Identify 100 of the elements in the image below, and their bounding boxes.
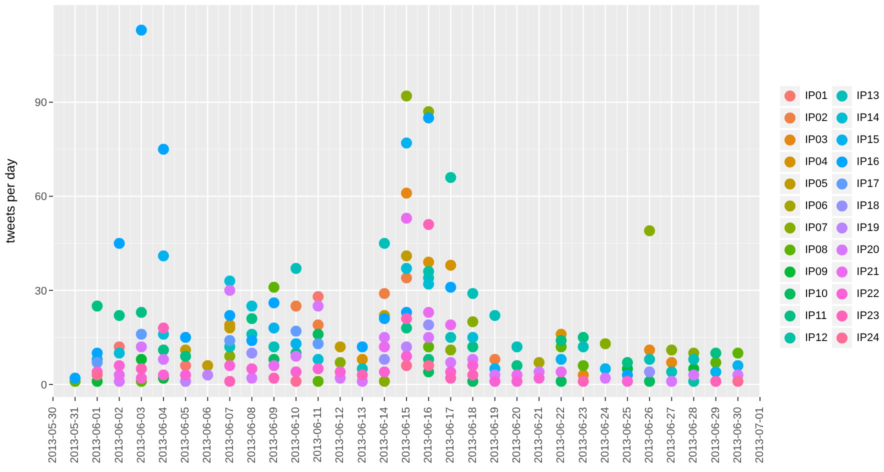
y-tick-label: 0 — [40, 379, 47, 392]
point — [136, 372, 147, 384]
legend-label: IP07 — [805, 222, 828, 234]
point — [290, 350, 302, 362]
point — [290, 326, 302, 337]
point — [378, 332, 390, 343]
point — [732, 376, 744, 387]
x-tick-label: 2013-06-29 — [710, 407, 722, 464]
point — [666, 376, 678, 387]
point — [423, 256, 434, 268]
point — [445, 332, 456, 343]
point — [114, 238, 125, 249]
x-tick-label: 2013-06-20 — [510, 407, 523, 464]
point — [158, 144, 169, 155]
point — [378, 313, 390, 324]
x-tick-label: 2013-06-08 — [246, 407, 258, 464]
x-tick-label: 2013-06-02 — [113, 407, 126, 464]
x-tick-label: 2013-06-17 — [444, 407, 457, 464]
point — [224, 275, 236, 286]
x-tick-label: 2013-06-23 — [577, 407, 590, 464]
point — [511, 341, 522, 352]
point — [92, 348, 103, 359]
point — [224, 322, 236, 334]
point — [445, 319, 456, 330]
point — [268, 341, 280, 352]
point — [445, 282, 456, 293]
point — [401, 313, 412, 324]
point — [467, 288, 478, 300]
point — [401, 212, 412, 224]
point — [666, 357, 678, 368]
point — [401, 262, 412, 274]
point — [511, 360, 522, 372]
x-tick-label: 2013-06-10 — [290, 407, 302, 464]
legend-label: IP02 — [805, 112, 828, 124]
point — [445, 260, 456, 271]
point — [710, 366, 722, 378]
y-tick-label: 90 — [34, 97, 47, 110]
point — [423, 306, 434, 318]
x-tick-label: 2013-07-01 — [754, 407, 766, 464]
legend-label: IP21 — [856, 266, 880, 278]
point — [644, 366, 656, 378]
legend-label: IP11 — [805, 310, 827, 322]
point — [312, 319, 324, 330]
point — [511, 376, 522, 387]
point — [556, 366, 567, 378]
point — [136, 341, 147, 352]
point — [378, 341, 390, 352]
legend-label: IP06 — [805, 200, 828, 212]
x-tick-label: 2013-06-25 — [621, 407, 634, 464]
point — [644, 344, 656, 356]
point — [489, 354, 500, 365]
point — [666, 366, 678, 378]
point — [202, 370, 214, 381]
point — [268, 372, 280, 384]
point — [136, 363, 147, 374]
point — [246, 335, 258, 346]
point — [600, 372, 611, 384]
legend-label: IP23 — [856, 310, 880, 322]
x-tick-label: 2013-06-07 — [224, 407, 236, 464]
x-tick-label: 2013-06-21 — [533, 407, 546, 464]
point — [467, 370, 478, 381]
point — [378, 366, 390, 378]
point — [114, 310, 125, 321]
point — [378, 288, 390, 300]
x-tick-label: 2013-06-03 — [135, 407, 148, 464]
x-tick-label: 2013-06-30 — [732, 407, 744, 464]
point — [312, 291, 324, 302]
legend-label: IP19 — [856, 222, 880, 234]
x-tick-label: 2013-06-24 — [599, 407, 612, 464]
point — [401, 272, 412, 284]
point — [467, 341, 478, 352]
point — [224, 335, 236, 346]
point — [246, 348, 258, 359]
point — [334, 357, 346, 368]
x-tick-label: 2013-06-15 — [400, 407, 412, 464]
point — [578, 332, 589, 343]
point — [732, 348, 744, 359]
point — [114, 370, 125, 381]
point — [356, 341, 368, 352]
point — [401, 360, 412, 372]
point — [489, 310, 500, 321]
legend-label: IP16 — [856, 156, 880, 168]
point — [622, 376, 633, 387]
point — [600, 363, 611, 374]
x-tick-label: 2013-06-22 — [555, 407, 568, 464]
point — [600, 338, 611, 350]
point — [180, 332, 192, 343]
point — [644, 376, 656, 387]
point — [644, 354, 656, 365]
point — [114, 348, 125, 359]
point — [224, 310, 236, 321]
point — [467, 332, 478, 343]
point — [644, 225, 656, 236]
y-tick-label: 60 — [34, 191, 47, 204]
point — [312, 328, 324, 340]
point — [158, 354, 169, 365]
point — [312, 354, 324, 365]
legend-label: IP18 — [856, 200, 880, 212]
point — [445, 344, 456, 356]
legend-label: IP08 — [805, 244, 828, 256]
